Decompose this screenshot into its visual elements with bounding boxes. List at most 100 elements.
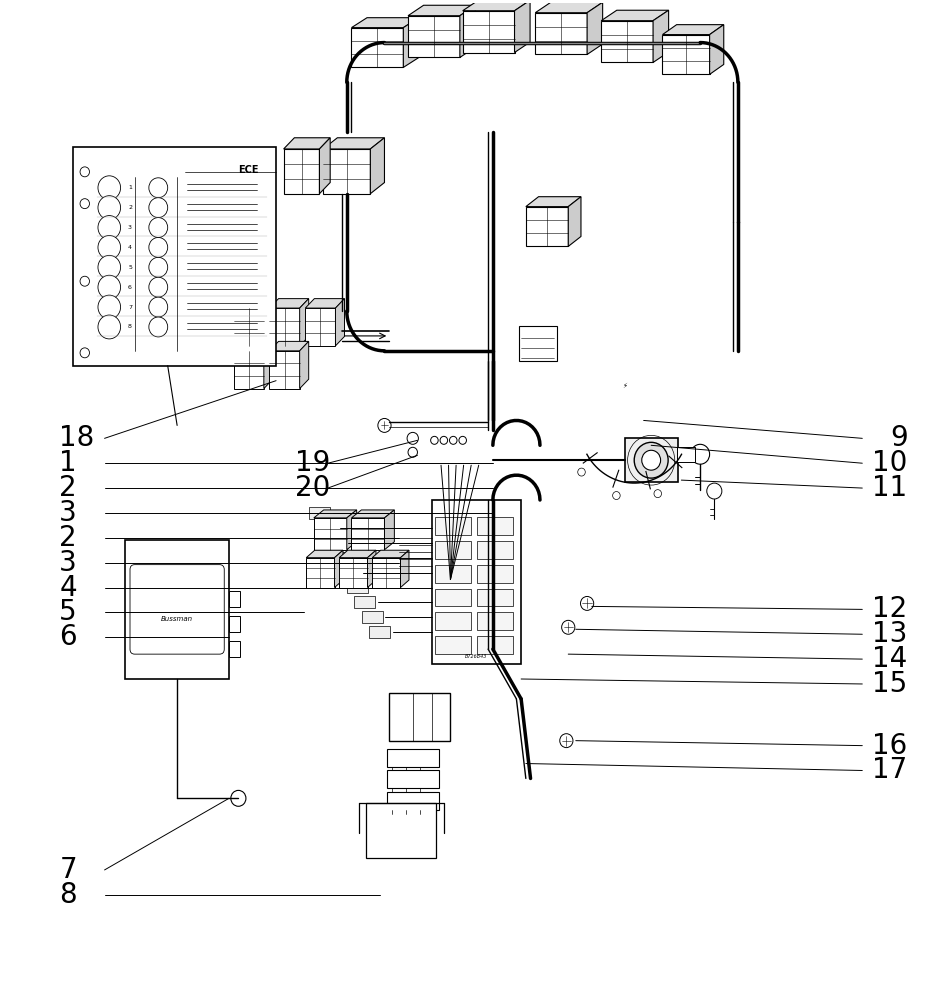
Polygon shape bbox=[601, 10, 668, 21]
Polygon shape bbox=[305, 299, 344, 308]
Circle shape bbox=[407, 432, 418, 444]
Bar bbox=[435, 636, 471, 654]
Circle shape bbox=[149, 317, 168, 337]
Circle shape bbox=[149, 257, 168, 277]
Circle shape bbox=[98, 196, 120, 220]
Polygon shape bbox=[368, 550, 376, 588]
Polygon shape bbox=[526, 197, 581, 207]
Bar bbox=[435, 565, 471, 583]
Bar bbox=[373, 558, 400, 588]
Polygon shape bbox=[371, 138, 385, 194]
Text: 12: 12 bbox=[872, 595, 907, 623]
Circle shape bbox=[580, 596, 593, 610]
Circle shape bbox=[98, 176, 120, 200]
Circle shape bbox=[430, 436, 438, 444]
Bar bbox=[125, 540, 229, 679]
Bar bbox=[229, 616, 240, 632]
Bar bbox=[323, 149, 371, 194]
Text: ⚡: ⚡ bbox=[622, 383, 628, 389]
Bar bbox=[477, 636, 513, 654]
Bar bbox=[536, 13, 587, 54]
Bar bbox=[477, 565, 513, 583]
Text: B726B43: B726B43 bbox=[465, 654, 487, 659]
Circle shape bbox=[149, 178, 168, 198]
Polygon shape bbox=[403, 18, 419, 67]
Bar bbox=[352, 28, 403, 67]
Bar bbox=[309, 507, 330, 519]
Bar bbox=[314, 518, 347, 550]
Bar bbox=[463, 11, 515, 52]
Text: 3: 3 bbox=[60, 549, 77, 577]
Circle shape bbox=[149, 198, 168, 218]
Text: 19: 19 bbox=[295, 449, 330, 477]
Bar bbox=[306, 558, 335, 588]
Text: 5: 5 bbox=[60, 598, 77, 626]
Polygon shape bbox=[352, 510, 394, 518]
Bar bbox=[73, 147, 276, 366]
Polygon shape bbox=[233, 341, 273, 351]
Polygon shape bbox=[352, 18, 419, 28]
Text: 10: 10 bbox=[872, 449, 907, 477]
Circle shape bbox=[654, 490, 662, 498]
Circle shape bbox=[707, 483, 721, 499]
Circle shape bbox=[98, 315, 120, 339]
Circle shape bbox=[459, 436, 466, 444]
Bar bbox=[677, 447, 696, 462]
Bar bbox=[305, 308, 336, 346]
Text: 7: 7 bbox=[128, 305, 132, 310]
Polygon shape bbox=[264, 299, 273, 346]
Bar bbox=[601, 21, 653, 62]
Polygon shape bbox=[587, 2, 603, 54]
Circle shape bbox=[449, 436, 457, 444]
Bar bbox=[339, 558, 368, 588]
Polygon shape bbox=[568, 197, 581, 246]
Text: 9: 9 bbox=[890, 424, 907, 452]
Polygon shape bbox=[233, 299, 273, 308]
Bar bbox=[431, 500, 521, 664]
Polygon shape bbox=[336, 299, 344, 346]
Bar bbox=[526, 207, 568, 246]
Circle shape bbox=[231, 790, 246, 806]
Polygon shape bbox=[314, 510, 356, 518]
Polygon shape bbox=[300, 341, 309, 389]
Polygon shape bbox=[710, 25, 723, 74]
Circle shape bbox=[98, 255, 120, 279]
Text: 4: 4 bbox=[60, 574, 77, 602]
Text: 17: 17 bbox=[872, 756, 907, 784]
Polygon shape bbox=[663, 25, 723, 35]
Circle shape bbox=[149, 297, 168, 317]
Circle shape bbox=[80, 199, 89, 209]
Text: 20: 20 bbox=[295, 474, 330, 502]
Text: 2: 2 bbox=[60, 524, 77, 552]
Polygon shape bbox=[300, 299, 309, 346]
Circle shape bbox=[149, 277, 168, 297]
Text: 14: 14 bbox=[872, 645, 907, 673]
Polygon shape bbox=[460, 5, 475, 57]
Text: 1: 1 bbox=[128, 185, 132, 190]
Text: 2: 2 bbox=[128, 205, 132, 210]
Polygon shape bbox=[335, 550, 343, 588]
Bar bbox=[520, 326, 556, 361]
Bar bbox=[269, 351, 300, 389]
Circle shape bbox=[577, 468, 585, 476]
Bar bbox=[477, 517, 513, 535]
Polygon shape bbox=[264, 341, 273, 389]
Text: 16: 16 bbox=[872, 732, 907, 760]
Text: 6: 6 bbox=[128, 285, 132, 290]
Polygon shape bbox=[339, 550, 376, 558]
Bar bbox=[366, 803, 436, 858]
Circle shape bbox=[149, 218, 168, 237]
Text: 5: 5 bbox=[128, 265, 132, 270]
Bar bbox=[229, 591, 240, 607]
Polygon shape bbox=[373, 550, 409, 558]
Circle shape bbox=[408, 447, 417, 457]
FancyBboxPatch shape bbox=[130, 565, 225, 654]
Bar bbox=[408, 16, 460, 57]
Text: 7: 7 bbox=[60, 856, 77, 884]
Bar bbox=[435, 612, 471, 630]
Text: 13: 13 bbox=[872, 620, 907, 648]
Text: Bussman: Bussman bbox=[161, 616, 193, 622]
Text: 18: 18 bbox=[60, 424, 95, 452]
Circle shape bbox=[149, 237, 168, 257]
Circle shape bbox=[642, 450, 661, 470]
